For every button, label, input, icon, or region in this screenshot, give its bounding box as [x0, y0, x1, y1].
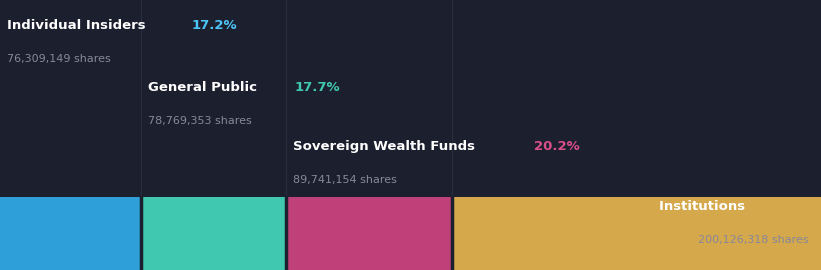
Text: 200,126,318 shares: 200,126,318 shares	[698, 235, 809, 245]
Text: 20.2%: 20.2%	[534, 140, 580, 153]
Text: Individual Insiders: Individual Insiders	[7, 19, 149, 32]
Text: 89,741,154 shares: 89,741,154 shares	[293, 176, 397, 185]
Text: Institutions: Institutions	[658, 200, 750, 213]
Bar	[141, 197, 287, 270]
Text: 45.0%: 45.0%	[763, 200, 809, 213]
Bar	[452, 197, 821, 270]
Bar	[287, 197, 452, 270]
Text: 17.7%: 17.7%	[294, 81, 340, 94]
Bar	[0, 197, 141, 270]
Text: 76,309,149 shares: 76,309,149 shares	[7, 54, 110, 64]
Text: 17.2%: 17.2%	[191, 19, 237, 32]
Text: 78,769,353 shares: 78,769,353 shares	[148, 116, 251, 126]
Text: General Public: General Public	[148, 81, 261, 94]
Text: Sovereign Wealth Funds: Sovereign Wealth Funds	[293, 140, 479, 153]
